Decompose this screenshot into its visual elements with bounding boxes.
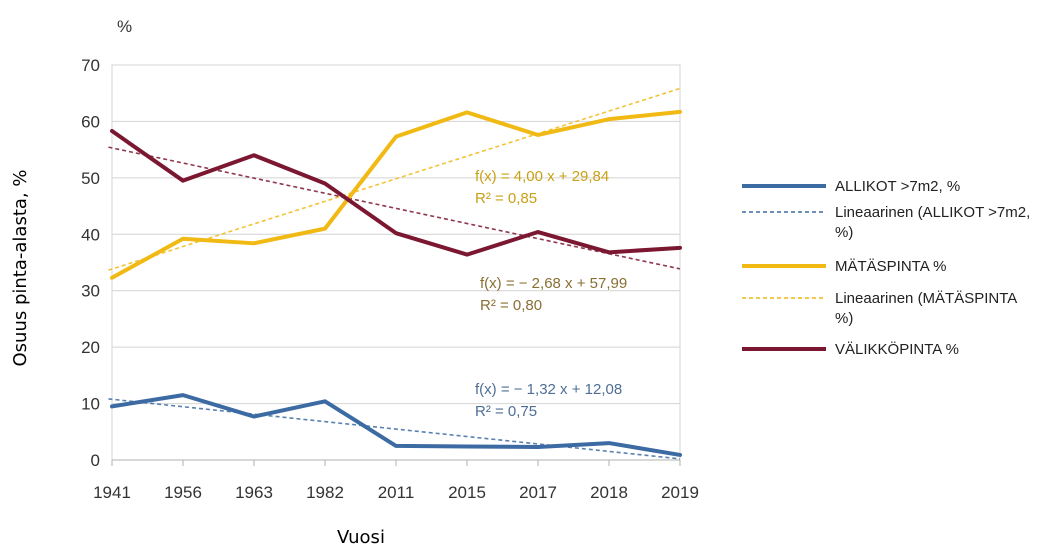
x-tick-label: 2017 [519,483,557,502]
legend-label: VÄLIKKÖPINTA % [835,340,959,358]
x-axis-title: Vuosi [337,527,385,547]
legend-label: Lineaarinen (ALLIKOT >7m2,%) [835,204,1030,241]
x-tick-label: 2019 [661,483,699,502]
legend-label: ALLIKOT >7m2, % [835,178,960,195]
y-tick-label: 50 [81,169,100,188]
trend-equation: f(x) = − 1,32 x + 12,08 [475,381,622,398]
trendline [108,146,681,270]
series-lines [110,109,682,457]
legend-label: Lineaarinen (MÄTÄSPINTA%) [835,290,1017,327]
y-tick-label: 70 [81,56,100,75]
y-axis-ticks: 0 10 20 30 40 50 60 70 [81,56,100,470]
x-axis-ticks: 1941 1956 1963 1982 2011 2015 2017 2018 2019 [93,483,699,502]
y-tick-label: 0 [91,451,100,470]
y-axis-title: Osuus pinta-alasta, % [10,170,31,367]
y-tick-label: 30 [81,282,100,301]
trendline [108,398,681,460]
grid [111,64,681,466]
legend-label: MÄTÄSPINTA % [835,258,946,275]
trend-equation: f(x) = 4,00 x + 29,84 [475,168,609,185]
x-tick-label: 2011 [378,483,415,502]
x-tick-label: 1982 [306,483,344,502]
trend-equation: f(x) = − 2,68 x + 57,99 [480,275,627,292]
y-tick-label: 60 [81,112,100,131]
x-tick-label: 2015 [448,483,486,502]
legend: ALLIKOT >7m2, % Lineaarinen (ALLIKOT >7m2… [742,178,1030,358]
trend-r-squared: R² = 0,85 [475,190,537,207]
series-line [110,393,682,457]
x-tick-label: 1941 [93,483,131,502]
x-tick-label: 2018 [590,483,628,502]
x-tick-label: 1956 [164,483,202,502]
y-tick-label: 40 [81,225,100,244]
y-tick-label: 20 [81,338,100,357]
y-tick-label: 10 [81,395,100,414]
series-line [110,109,682,280]
x-tick-label: 1963 [235,483,273,502]
trend-r-squared: R² = 0,75 [475,403,537,420]
series-line [110,129,682,257]
trend-r-squared: R² = 0,80 [480,297,542,314]
trend-equations: f(x) = − 1,32 x + 12,08 R² = 0,75 f(x) = 4… [475,168,627,420]
y-unit-label: % [117,17,132,36]
